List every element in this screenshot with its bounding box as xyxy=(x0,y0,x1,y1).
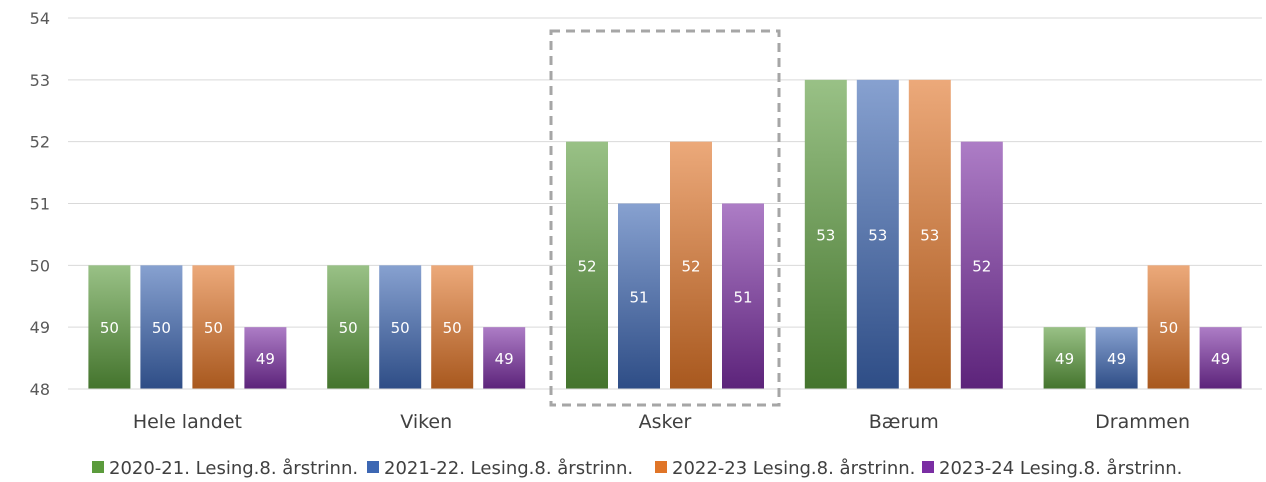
bar xyxy=(1147,265,1190,389)
highlight-box xyxy=(549,29,781,407)
data-label: 50 xyxy=(1159,319,1178,337)
bar xyxy=(908,79,951,389)
bar xyxy=(1199,327,1242,389)
bars: 50 50 50 49 50 50 50 49 52 51 52 51 53 53 53 52 49 49 50 49 xyxy=(88,79,1242,389)
data-label: 50 xyxy=(391,319,410,337)
data-label: 53 xyxy=(868,226,887,244)
data-label: 50 xyxy=(443,319,462,337)
legend-swatch xyxy=(367,461,379,473)
bar xyxy=(1095,327,1138,389)
legend-label: 2023-24 Lesing.8. årstrinn. xyxy=(939,458,1182,479)
y-tick-label: 52 xyxy=(30,133,50,152)
bar xyxy=(804,79,847,389)
y-tick-label: 53 xyxy=(30,71,50,90)
highlight-rect xyxy=(549,29,781,407)
data-label: 52 xyxy=(577,257,596,275)
data-label: 52 xyxy=(972,257,991,275)
x-category-label: Drammen xyxy=(1095,411,1190,433)
data-label: 53 xyxy=(816,226,835,244)
bar xyxy=(1043,327,1086,389)
legend-label: 2020-21. Lesing.8. årstrinn. xyxy=(109,458,358,479)
data-label: 49 xyxy=(1055,350,1074,368)
data-label: 49 xyxy=(1211,350,1230,368)
y-tick-label: 51 xyxy=(30,195,50,214)
data-label: 52 xyxy=(681,257,700,275)
y-tick-label: 49 xyxy=(30,318,50,337)
data-label: 50 xyxy=(100,319,119,337)
bar xyxy=(327,265,370,389)
bar xyxy=(379,265,422,389)
data-label: 50 xyxy=(204,319,223,337)
data-label: 51 xyxy=(629,288,648,306)
bar xyxy=(670,141,712,389)
legend: 2020-21. Lesing.8. årstrinn. 2021-22. Les… xyxy=(92,458,1182,479)
data-label: 51 xyxy=(733,288,752,306)
bar xyxy=(856,79,899,389)
data-label: 50 xyxy=(339,319,358,337)
x-category-label: Hele landet xyxy=(133,411,242,433)
bar xyxy=(960,141,1003,389)
bar xyxy=(566,141,608,389)
bar xyxy=(244,327,287,389)
legend-label: 2021-22. Lesing.8. årstrinn. xyxy=(384,458,633,479)
data-label: 53 xyxy=(920,226,939,244)
x-category-label: Asker xyxy=(639,411,692,433)
bar xyxy=(618,203,660,389)
data-label: 49 xyxy=(1107,350,1126,368)
bar xyxy=(192,265,235,389)
x-axis: Hele landet Viken Asker Bærum Drammen xyxy=(68,388,1262,433)
legend-swatch xyxy=(655,461,667,473)
data-label: 49 xyxy=(256,350,275,368)
bar xyxy=(140,265,183,389)
bar xyxy=(722,203,764,389)
data-label: 49 xyxy=(495,350,514,368)
legend-swatch xyxy=(922,461,934,473)
y-tick-label: 54 xyxy=(30,9,50,28)
bar xyxy=(483,327,526,389)
data-label: 50 xyxy=(152,319,171,337)
x-category-label: Bærum xyxy=(869,411,939,433)
y-axis: 48 49 50 51 52 53 54 xyxy=(30,9,50,399)
bar xyxy=(431,265,474,389)
legend-swatch xyxy=(92,461,104,473)
y-tick-label: 50 xyxy=(30,256,50,275)
x-category-label: Viken xyxy=(400,411,452,433)
y-tick-label: 48 xyxy=(30,380,50,399)
bar xyxy=(88,265,131,389)
legend-label: 2022-23 Lesing.8. årstrinn. xyxy=(672,458,915,479)
